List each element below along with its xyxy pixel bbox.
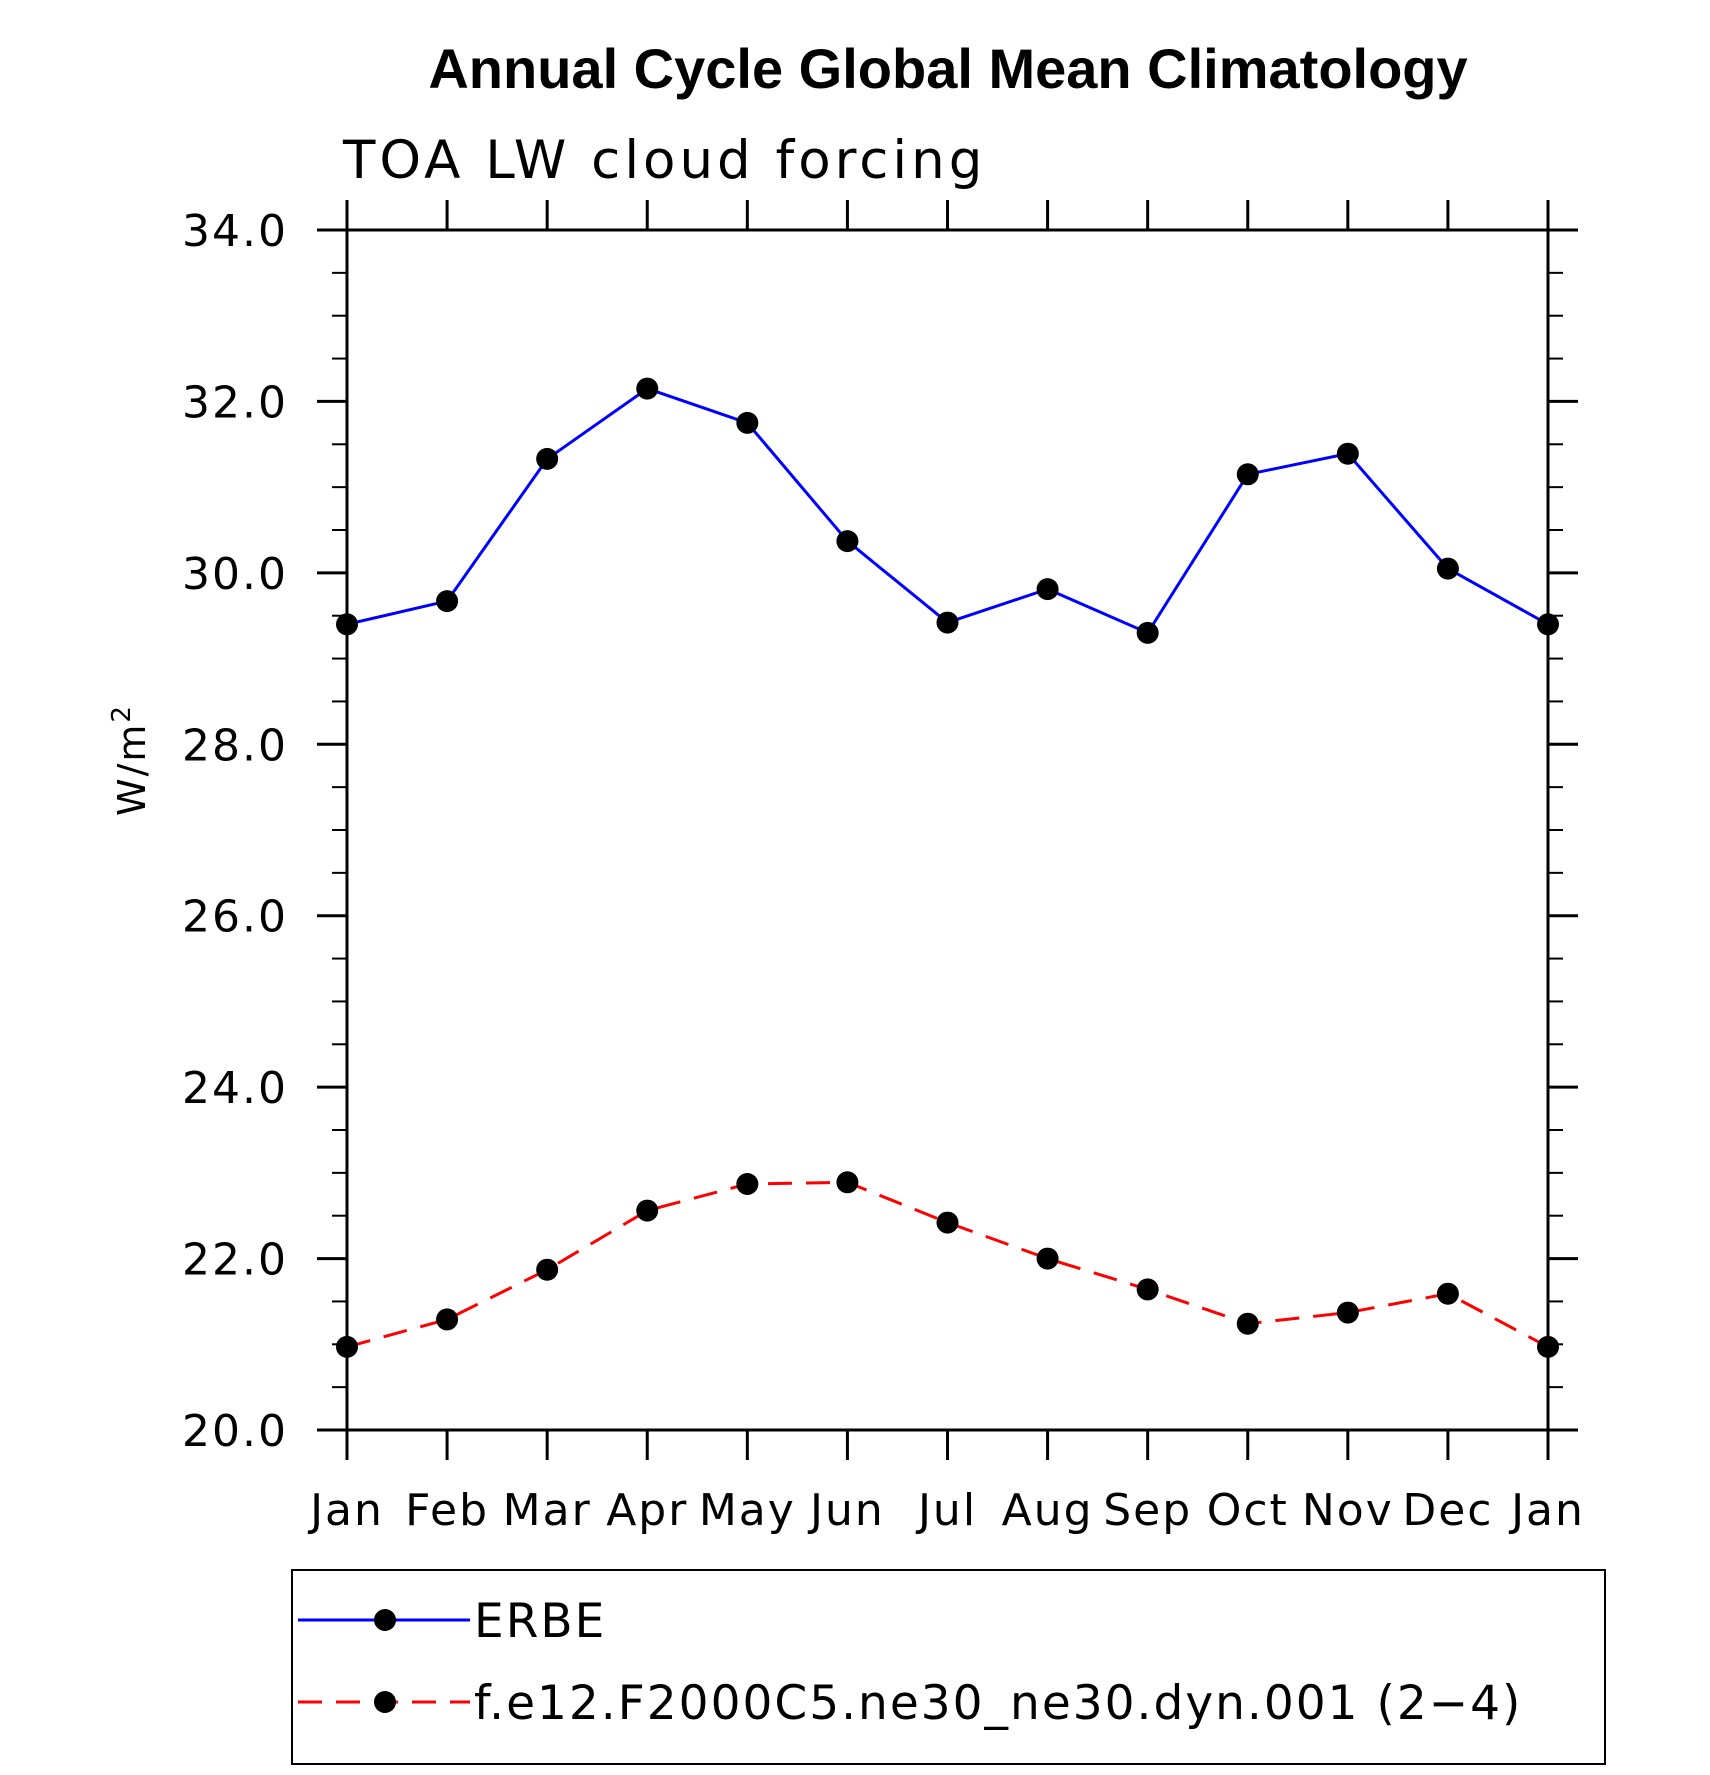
y-axis-label-text: W/m: [110, 723, 154, 816]
legend-items: ERBE f.e12.F2000C5.ne30_ne30.dyn.001 (2−4…: [298, 1594, 1522, 1731]
data-point: [1336, 442, 1359, 465]
x-tick-label: May: [699, 1485, 796, 1536]
y-tick-label: 22.0: [182, 1235, 288, 1286]
y-tick-label: 30.0: [182, 549, 288, 600]
legend-box: [291, 1569, 1606, 1765]
y-tick-label: 34.0: [182, 206, 288, 257]
series-line: [346, 1180, 1549, 1349]
y-tick-label: 28.0: [182, 720, 288, 771]
x-tick-label: Jan: [307, 1485, 384, 1536]
x-tick-label: Mar: [503, 1485, 592, 1536]
tick-labels: 20.0 22.0 24.0 26.0 28.0 30.0 32.0 34.0 Jan Feb Ma…: [182, 206, 1585, 1536]
data-point: [1236, 463, 1259, 486]
legend-swatch-marker: [374, 1609, 396, 1631]
data-point: [936, 1211, 959, 1234]
data-point: [1436, 1282, 1459, 1305]
data-point: [1036, 1247, 1059, 1270]
legend: ERBE f.e12.F2000C5.ne30_ne30.dyn.001 (2−4…: [291, 1569, 1606, 1765]
y-tick-label: 24.0: [182, 1063, 288, 1114]
data-point: [436, 590, 459, 613]
data-point: [536, 447, 559, 470]
data-point: [736, 411, 759, 434]
y-axis-label: W/m2: [107, 704, 154, 816]
data-point: [836, 1171, 859, 1194]
chart-title: Annual Cycle Global Mean Climatology: [428, 37, 1467, 100]
x-tick-label: Jul: [915, 1485, 977, 1536]
legend-label: ERBE: [474, 1594, 606, 1649]
y-tick-label: 26.0: [182, 892, 288, 943]
axis-ticks: [317, 200, 1578, 1460]
y-tick-label: 20.0: [182, 1406, 288, 1457]
x-tick-label: Oct: [1207, 1485, 1289, 1536]
data-point: [1436, 557, 1459, 580]
x-tick-label: Feb: [405, 1485, 489, 1536]
x-tick-label: Dec: [1402, 1485, 1493, 1536]
data-point: [936, 611, 959, 634]
legend-swatch-marker: [374, 1691, 396, 1713]
legend-label: f.e12.F2000C5.ne30_ne30.dyn.001 (2−4): [474, 1676, 1522, 1731]
series-layer: [336, 377, 1559, 1358]
data-point: [536, 1258, 559, 1281]
x-tick-label: Jun: [807, 1485, 885, 1536]
series-line: [346, 386, 1549, 635]
data-point: [1336, 1301, 1359, 1324]
data-point: [636, 377, 659, 400]
data-point: [836, 530, 859, 553]
x-tick-label: Sep: [1103, 1485, 1192, 1536]
y-tick-label: 32.0: [182, 377, 288, 428]
data-point: [1036, 578, 1059, 601]
x-tick-label: Nov: [1302, 1485, 1394, 1536]
data-point: [1236, 1312, 1259, 1335]
x-tick-label: Apr: [606, 1485, 688, 1536]
x-tick-label: Aug: [1002, 1485, 1094, 1536]
y-axis-label-superscript: 2: [107, 704, 137, 723]
svg-text:W/m2: W/m2: [107, 704, 154, 816]
data-point: [1136, 621, 1159, 644]
plot-frame: [345, 228, 1550, 1432]
data-point: [636, 1199, 659, 1222]
data-point: [436, 1308, 459, 1331]
chart-subtitle: TOA LW cloud forcing: [342, 130, 986, 191]
x-tick-label: Jan: [1508, 1485, 1585, 1536]
data-point: [736, 1173, 759, 1195]
data-point: [1136, 1278, 1159, 1301]
